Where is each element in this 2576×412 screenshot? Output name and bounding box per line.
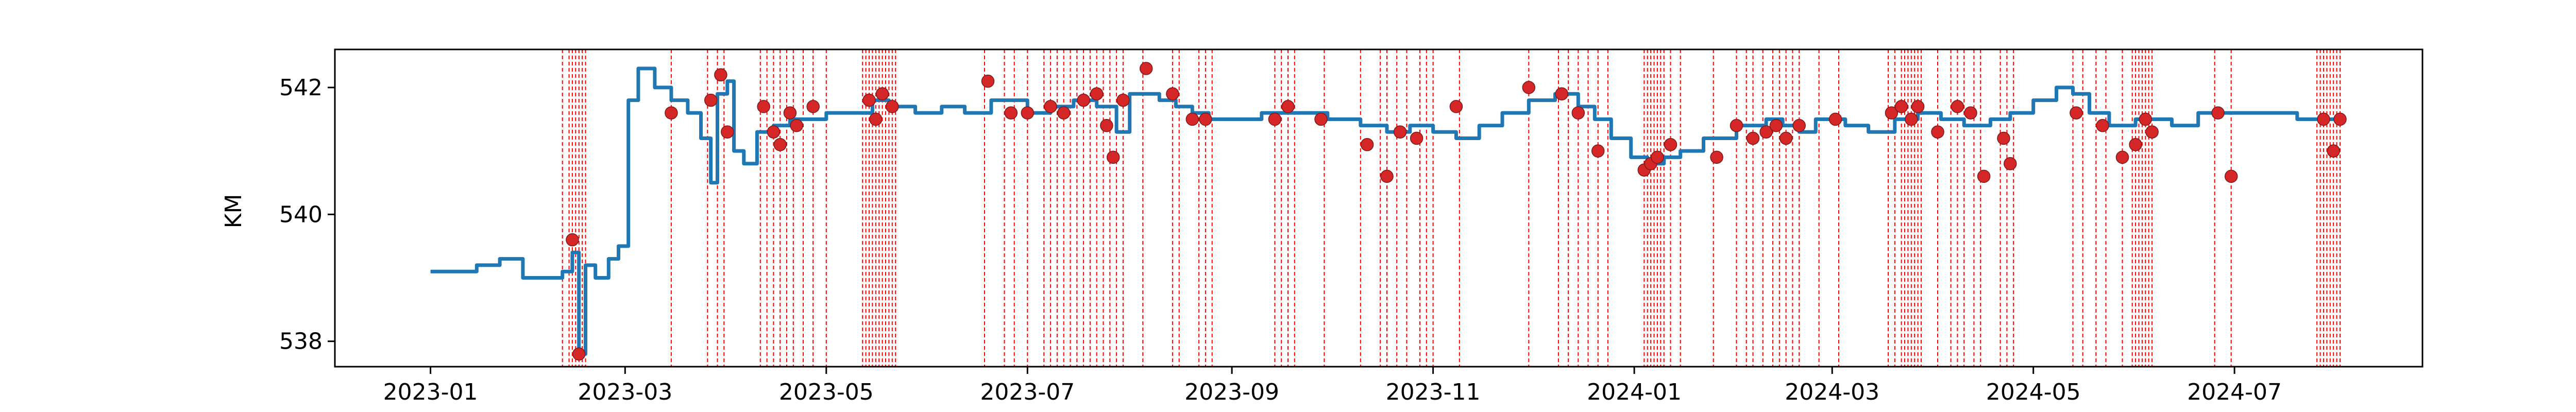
data-point [2333,112,2347,126]
data-point [1977,169,1991,183]
data-point [1410,131,1423,145]
x-tick-label: 2024-07 [2187,379,2282,405]
data-point [2327,144,2340,158]
data-point [1911,100,1925,113]
data-point [1591,144,1605,158]
data-point [1281,100,1295,113]
data-point [572,347,586,361]
data-point [1769,119,1783,132]
markers [566,62,2347,361]
data-point [1116,93,1130,107]
data-point [1106,150,1120,164]
y-axis: 538 540 542 [279,75,335,355]
y-tick-label: 538 [279,329,323,355]
y-tick-label: 540 [279,201,323,228]
data-point [1522,81,1536,94]
data-point [806,100,820,113]
data-point [2145,125,2159,139]
data-point [1555,87,1569,100]
y-tick-label: 542 [279,75,323,101]
data-point [783,106,797,119]
data-point [714,68,727,82]
data-point [1044,100,1057,113]
x-tick-label: 2024-01 [1587,379,1682,405]
data-point [1314,112,1328,126]
data-point [1077,93,1090,107]
data-point [2070,106,2083,119]
data-point [2096,119,2109,132]
series-line [430,66,2340,356]
data-point [773,138,787,151]
data-point [875,87,889,100]
data-point [2115,150,2129,164]
data-point [767,125,781,139]
data-point [1792,119,1806,132]
data-point [1571,106,1585,119]
data-point [1828,112,1842,126]
data-point [1894,100,1908,113]
x-tick-label: 2024-05 [1986,379,2081,405]
data-point [1931,125,1944,139]
data-point [1885,106,1899,119]
x-tick-label: 2023-07 [980,379,1075,405]
data-point [1100,119,1113,132]
data-point [2129,138,2142,151]
x-tick-label: 2023-09 [1184,379,1279,405]
data-point [1004,106,1018,119]
data-point [1759,125,1773,139]
data-point [1449,100,1463,113]
data-point [1710,150,1723,164]
data-point [1268,112,1282,126]
data-point [862,93,876,107]
data-point [665,106,678,119]
data-point [1166,87,1179,100]
data-point [790,119,803,132]
y-axis-label: KM [221,194,247,229]
data-point [721,125,734,139]
x-tick-label: 2023-11 [1386,379,1481,405]
data-point [1964,106,1977,119]
data-point [1021,106,1035,119]
data-point [1905,112,1918,126]
data-point [2139,112,2153,126]
data-point [1746,131,1760,145]
plot-background [335,49,2422,367]
data-point [1380,169,1394,183]
data-point [1779,131,1793,145]
data-point [757,100,770,113]
data-point [1730,119,1743,132]
data-point [1664,138,1677,151]
data-point [981,74,995,88]
x-axis: 2023-01 2023-03 2023-05 2023-07 2023-09 2023-… [383,367,2282,405]
data-point [1090,87,1104,100]
data-point [2317,112,2330,126]
plot-frame [334,48,2424,368]
data-point [2224,169,2238,183]
data-point [1360,138,1374,151]
x-tick-label: 2024-03 [1785,379,1879,405]
data-point [566,233,579,247]
data-point [886,100,899,113]
data-point [704,93,718,107]
data-point [1951,100,1964,113]
x-tick-label: 2023-05 [779,379,874,405]
data-point [1997,131,2010,145]
data-point [2004,157,2017,170]
data-point [1651,150,1664,164]
data-point [1393,125,1407,139]
data-point [869,112,883,126]
data-point [2211,106,2225,119]
x-tick-label: 2023-01 [383,379,478,405]
data-point [1057,106,1071,119]
x-tick-label: 2023-03 [578,379,672,405]
data-point [1199,112,1212,126]
data-point [1185,112,1199,126]
data-point [1139,62,1153,75]
